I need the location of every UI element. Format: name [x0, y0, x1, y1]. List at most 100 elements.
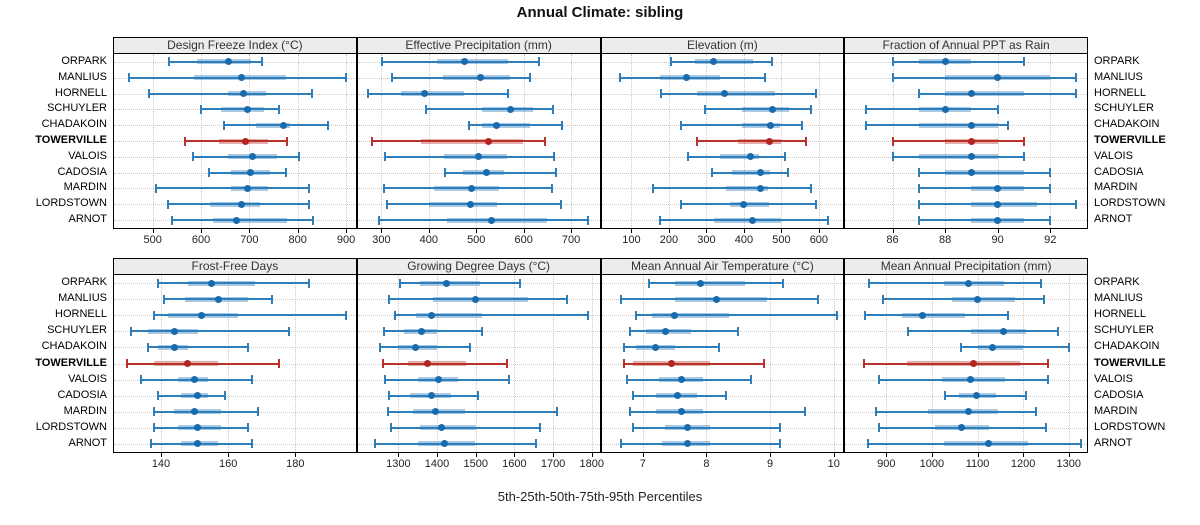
panel-title: Effective Precipitation (mm)	[405, 38, 552, 52]
x-tick	[161, 453, 162, 457]
percentile-whisker	[961, 346, 1070, 349]
x-tick-label: 160	[218, 458, 238, 470]
median-dot	[740, 200, 748, 208]
panel-strip-growing-degree-days-c: Growing Degree Days (°C)	[356, 258, 601, 275]
x-tick	[591, 453, 593, 457]
row-label-valois: VALOIS	[68, 372, 107, 385]
x-tick-label: 400	[734, 234, 754, 246]
percentile-whisker	[649, 282, 783, 285]
median-dot	[225, 58, 233, 66]
whisker-cap-low	[874, 407, 877, 417]
median-dot	[671, 311, 679, 319]
whisker-cap-high	[771, 57, 774, 67]
whisker-cap-high	[1022, 136, 1025, 146]
panel-growing-degree-days-c: Growing Degree Days (°C) 1300 1400 1500 1600…	[356, 258, 604, 478]
median-dot	[242, 137, 249, 145]
whisker-cap-high	[308, 199, 311, 209]
x-tick	[997, 229, 999, 233]
x-tick-label: 10	[827, 458, 840, 470]
median-dot	[941, 105, 949, 113]
median-dot	[677, 408, 685, 416]
whisker-cap-low	[865, 120, 868, 130]
percentile-whisker	[375, 442, 536, 445]
x-tick-label: 200	[659, 234, 679, 246]
x-tick-label: 700	[240, 234, 259, 246]
row-label-lordstown: LORDSTOWN	[35, 420, 107, 433]
row-label-hornell: HORNELL	[1094, 86, 1146, 99]
percentile-whisker	[630, 410, 806, 413]
x-tick-label: 900	[877, 458, 896, 470]
whisker-cap-low	[171, 215, 174, 225]
percentile-whisker	[387, 203, 561, 206]
percentile-whisker	[680, 203, 816, 206]
median-dot	[941, 58, 949, 66]
whisker-cap-low	[619, 439, 622, 449]
panel-strip-mean-annual-precipitation-mm: Mean Annual Precipitation (mm)	[844, 258, 1088, 275]
x-tick-label: 500	[467, 234, 486, 246]
median-dot	[461, 58, 469, 66]
whisker-cap-low	[907, 326, 910, 336]
percentile-whisker	[157, 394, 225, 397]
percentile-whisker	[390, 426, 540, 429]
whisker-cap-low	[632, 391, 635, 401]
x-tick-label: 7	[639, 458, 646, 470]
x-tick-label: 600	[191, 234, 211, 246]
row-label-hornell: HORNELL	[55, 308, 107, 321]
median-dot	[994, 184, 1002, 192]
median-dot	[279, 121, 287, 129]
whisker-cap-low	[377, 215, 380, 225]
whisker-cap-low	[629, 326, 632, 336]
percentile-whisker	[883, 298, 1045, 301]
row-label-towerville: TOWERVILLE	[1094, 134, 1166, 146]
median-dot	[965, 408, 973, 416]
x-tick-label: 9	[767, 458, 774, 470]
row-label-mardin: MARDIN	[1094, 404, 1138, 417]
percentile-whisker	[154, 314, 346, 317]
percentile-whisker	[382, 60, 540, 63]
whisker-cap-low	[390, 73, 393, 83]
x-tick-label: 1000	[919, 458, 945, 470]
percentiles-caption: 5th-25th-50th-75th-95th Percentiles	[497, 489, 703, 504]
whisker-cap-low	[660, 89, 663, 99]
whisker-cap-high	[1022, 57, 1025, 67]
median-dot	[488, 216, 496, 224]
percentile-whisker	[918, 92, 1077, 95]
whisker-cap-high	[307, 278, 310, 288]
percentile-whisker	[150, 442, 252, 445]
median-dot	[170, 343, 178, 351]
whisker-cap-low	[878, 375, 880, 385]
median-dot	[492, 121, 500, 129]
x-tick	[398, 453, 400, 457]
row-label-towerville: TOWERVILLE	[35, 134, 107, 146]
percentile-whisker	[636, 314, 837, 317]
median-dot	[246, 169, 254, 177]
median-dot	[237, 200, 245, 208]
x-tick	[781, 229, 783, 233]
whisker-cap-high	[277, 104, 280, 114]
whisker-cap-high	[778, 439, 781, 449]
median-dot	[964, 279, 972, 287]
whisker-cap-low	[651, 183, 654, 193]
median-dot	[237, 74, 245, 82]
whisker-cap-high	[476, 391, 479, 401]
whisker-cap-low	[711, 168, 714, 178]
row-label-hornell: HORNELL	[55, 86, 107, 99]
whisker-cap-high	[804, 136, 807, 146]
percentile-whisker	[385, 155, 555, 158]
percentile-whisker	[705, 108, 811, 111]
percentile-whisker	[918, 171, 1051, 174]
x-tick	[346, 229, 348, 233]
whisker-cap-high	[763, 73, 766, 83]
x-tick	[892, 229, 894, 233]
whisker-cap-high	[468, 342, 471, 352]
whisker-cap-low	[139, 375, 142, 385]
median-dot	[967, 90, 975, 98]
whisker-cap-low	[381, 57, 384, 67]
median-dot	[472, 295, 480, 303]
whisker-cap-low	[891, 57, 894, 67]
x-tick-label: 1700	[540, 458, 566, 470]
whisker-cap-low	[153, 310, 156, 320]
whisker-cap-low	[184, 136, 187, 146]
whisker-cap-low	[387, 391, 390, 401]
median-dot	[757, 169, 765, 177]
